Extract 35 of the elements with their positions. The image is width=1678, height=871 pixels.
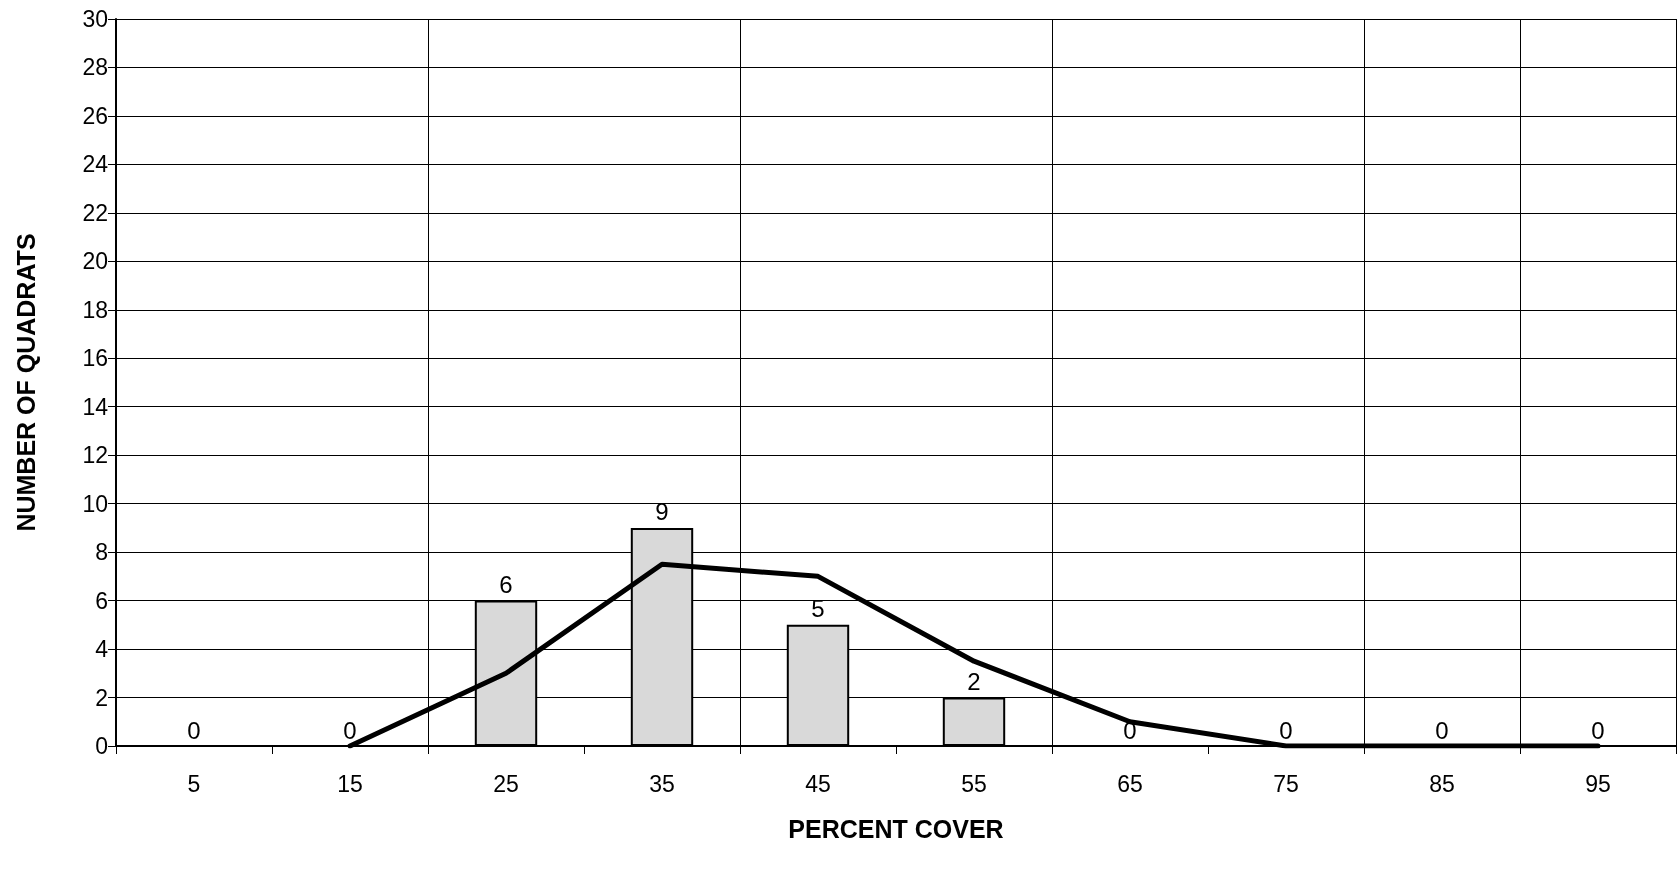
y-tick-label: 26 (82, 102, 108, 129)
y-tick-label: 18 (82, 296, 108, 323)
y-tick-label: 22 (82, 199, 108, 226)
y-tick-label: 10 (82, 490, 108, 517)
x-tick-label: 55 (961, 770, 987, 797)
y-axis-title: NUMBER OF QUADRATS (11, 233, 40, 532)
y-tick-label: 24 (82, 151, 109, 178)
x-tick-label: 25 (493, 770, 519, 797)
y-tick-label: 0 (95, 733, 108, 759)
x-tick-label: 5 (187, 770, 201, 797)
y-tick-label: 4 (95, 636, 109, 663)
data-label: 0 (1591, 716, 1605, 744)
y-tick-label: 28 (82, 54, 108, 81)
x-tick-label: 75 (1273, 770, 1299, 797)
data-label: 2 (967, 668, 981, 696)
data-label: 0 (1279, 716, 1293, 744)
y-tick-label: 2 (95, 684, 108, 711)
x-axis-title: PERCENT COVER (788, 814, 1004, 843)
x-tick-label: 85 (1429, 770, 1455, 797)
x-tick-label: 15 (337, 770, 363, 797)
y-tick-label: 12 (82, 442, 108, 469)
x-tick-label: 65 (1117, 770, 1143, 797)
x-tick-label: 45 (805, 770, 831, 797)
x-tick-label: 35 (649, 770, 675, 797)
x-tick-label: 95 (1585, 770, 1611, 797)
data-label: 0 (187, 716, 201, 744)
data-label: 0 (343, 716, 357, 744)
y-tick-label: 16 (82, 345, 108, 372)
y-tick-label: 20 (82, 248, 108, 275)
data-label: 6 (499, 571, 513, 599)
y-tick-label: 6 (95, 587, 108, 614)
y-tick-label: 14 (82, 393, 109, 420)
y-tick-label: 8 (95, 539, 108, 566)
y-tick-label: 30 (82, 6, 108, 32)
data-label: 0 (1435, 716, 1449, 744)
